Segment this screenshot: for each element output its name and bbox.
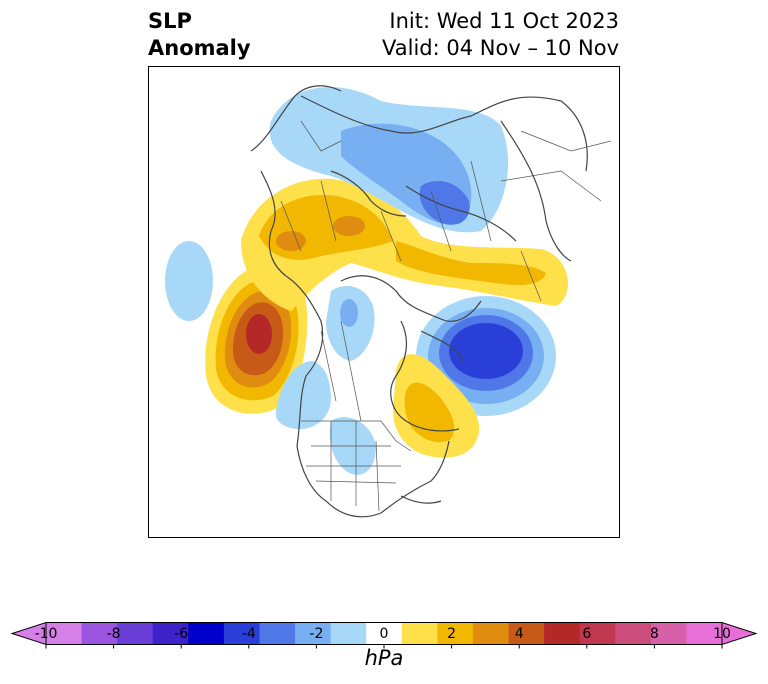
colorbar-bin <box>437 622 474 645</box>
colorbar <box>10 621 758 649</box>
colorbar-tick-label: 8 <box>649 626 659 642</box>
map-svg <box>165 85 612 518</box>
colorbar-bin <box>401 622 438 645</box>
colorbar-bin <box>650 622 687 645</box>
colorbar-tick-label: 6 <box>582 626 592 642</box>
title-variable: SLP <box>148 9 192 33</box>
colorbar-bin <box>579 622 616 645</box>
political-borders <box>280 120 612 512</box>
colorbar-tick-label: -10 <box>34 626 58 642</box>
map-dates: Init: Wed 11 Oct 2023 Valid: 04 Nov – 10… <box>382 8 619 62</box>
colorbar-bin <box>615 622 652 645</box>
colorbar-tick-label: 10 <box>713 626 731 642</box>
colorbar-tick-label: -6 <box>174 626 189 642</box>
colorbar-bin <box>81 622 118 645</box>
colorbar-bin <box>223 622 260 645</box>
valid-range: Valid: 04 Nov – 10 Nov <box>382 36 619 60</box>
colorbar-bin <box>330 622 367 645</box>
colorbar-tick-label: 2 <box>447 626 457 642</box>
colorbar-bin <box>472 622 510 645</box>
colorbar-bin <box>686 622 723 645</box>
colorbar-tick-label: -4 <box>241 626 256 642</box>
map-title: SLP Anomaly <box>148 8 251 62</box>
anomaly-eurasia-pos <box>241 178 568 311</box>
colorbar-tick-label: 4 <box>514 626 524 642</box>
anomaly-w-north-america-neg <box>275 286 376 475</box>
anomaly-map <box>148 66 620 538</box>
colorbar-bin <box>117 622 154 645</box>
colorbar-bin <box>259 622 296 645</box>
colorbar-bin <box>508 622 545 645</box>
anomaly-central-pacific-neg <box>165 241 213 321</box>
colorbar-unit: hPa <box>364 646 404 670</box>
colorbar-bin <box>188 622 225 645</box>
colorbar-bin <box>295 622 332 645</box>
coastlines <box>250 85 588 518</box>
title-type: Anomaly <box>148 36 251 60</box>
colorbar-bin <box>544 622 581 645</box>
colorbar-tick-label: -8 <box>106 626 121 642</box>
colorbar-tick-label: -2 <box>309 626 324 642</box>
colorbar-tick-label: 0 <box>379 626 389 642</box>
init-date: Init: Wed 11 Oct 2023 <box>389 9 619 33</box>
colorbar-bin <box>152 622 189 645</box>
colorbar-bin <box>366 622 403 645</box>
colorbar-bin <box>46 622 83 645</box>
